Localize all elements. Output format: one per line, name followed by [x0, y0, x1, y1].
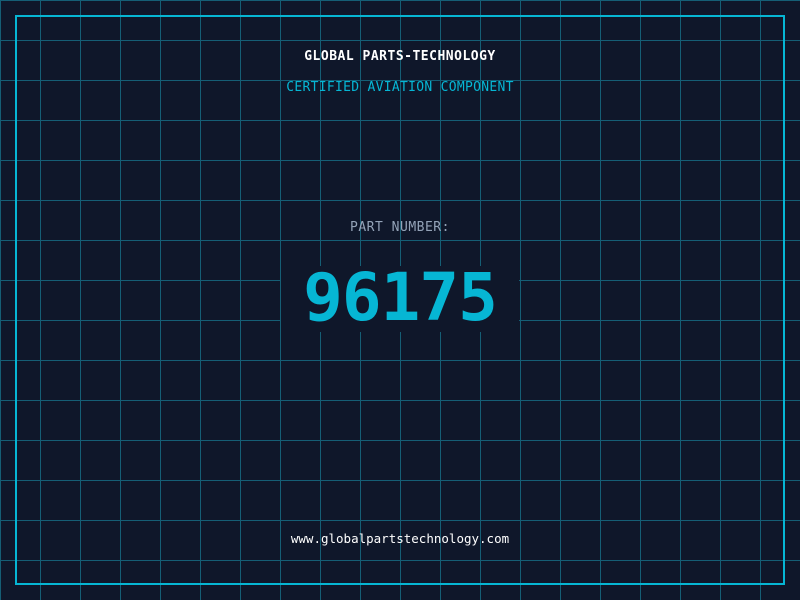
part-number-value: 96175: [303, 259, 498, 336]
certification-subtitle: CERTIFIED AVIATION COMPONENT: [286, 80, 514, 95]
border-frame: [15, 15, 785, 585]
part-number-backdrop: [281, 266, 519, 332]
company-name: GLOBAL PARTS-TECHNOLOGY: [304, 49, 496, 64]
part-number-label: PART NUMBER:: [350, 220, 450, 235]
website-url: www.globalpartstechnology.com: [290, 531, 510, 546]
